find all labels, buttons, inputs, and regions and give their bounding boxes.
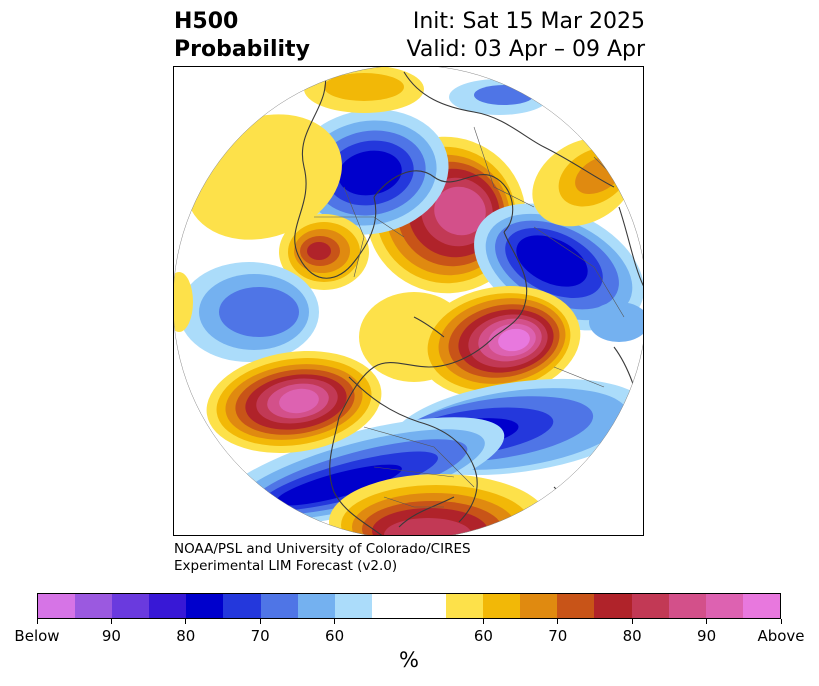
colorbar-below-segment xyxy=(334,594,372,618)
title-variable: H500 xyxy=(174,9,239,34)
colorbar-above-segment xyxy=(742,594,780,618)
colorbar-tick-label: Above xyxy=(757,627,805,645)
colorbar-above-segment xyxy=(668,594,706,618)
colorbar-tick xyxy=(706,619,708,624)
negative-center-united-states xyxy=(213,417,505,527)
colorbar-tick xyxy=(557,619,559,624)
map-canvas xyxy=(174,67,643,535)
map-title: H500 Probability xyxy=(174,8,310,64)
colorbar-above-segment xyxy=(557,594,595,618)
shading-layer xyxy=(174,67,643,535)
data-credit: NOAA/PSL and University of Colorado/CIRE… xyxy=(174,541,471,575)
colorbar-tick-label: 60 xyxy=(473,627,493,645)
negative-edge-russia xyxy=(589,302,643,342)
colorbar-above-segment xyxy=(705,594,743,618)
colorbar-below-segment xyxy=(223,594,261,618)
colorbar-tick xyxy=(185,619,187,624)
valid-date: Valid: 03 Apr – 09 Apr xyxy=(406,37,646,62)
colorbar-above-segment xyxy=(631,594,669,618)
colorbar-tick-label: 80 xyxy=(622,627,642,645)
colorbar-unit: % xyxy=(399,648,419,672)
credit-line-2: Experimental LIM Forecast (v2.0) xyxy=(174,558,398,574)
negative-center-atlantic xyxy=(174,262,319,362)
colorbar-tick-label: 80 xyxy=(176,627,196,645)
colorbar-below-segment xyxy=(260,594,298,618)
title-field: Probability xyxy=(174,37,310,62)
colorbar-tick xyxy=(259,619,261,624)
colorbar-tick xyxy=(482,619,484,624)
colorbar-tick xyxy=(631,619,633,624)
colorbar-above-segment xyxy=(446,594,484,618)
probability-map xyxy=(173,66,644,536)
colorbar-tick-label: 90 xyxy=(101,627,121,645)
colorbar-tick-label: 70 xyxy=(548,627,568,645)
positive-center-gulf-of-mexico xyxy=(329,474,549,535)
colorbar-below-segment xyxy=(297,594,335,618)
forecast-dates: Init: Sat 15 Mar 2025 Valid: 03 Apr – 09… xyxy=(407,8,646,64)
positive-center-siberia xyxy=(417,285,581,399)
colorbar-below-segment xyxy=(149,594,187,618)
colorbar-tick xyxy=(36,619,38,624)
colorbar-tick-label: 90 xyxy=(697,627,717,645)
colorbar-below-segment xyxy=(186,594,224,618)
colorbar-below-segment xyxy=(75,594,113,618)
colorbar-below-segment xyxy=(38,594,76,618)
colorbar-tick-label: Below xyxy=(14,627,60,645)
colorbar-tick-label: 70 xyxy=(250,627,270,645)
colorbar-tick xyxy=(110,619,112,624)
colorbar-tick-label: 60 xyxy=(325,627,345,645)
probability-colorbar xyxy=(37,593,781,619)
colorbar-above-segment xyxy=(520,594,558,618)
colorbar-tick xyxy=(780,619,782,624)
positive-center-northern-europe xyxy=(279,214,369,290)
colorbar-neutral-segment xyxy=(371,594,447,618)
credit-line-1: NOAA/PSL and University of Colorado/CIRE… xyxy=(174,541,471,557)
colorbar-above-segment xyxy=(483,594,521,618)
colorbar-tick xyxy=(334,619,336,624)
coastlines xyxy=(294,67,643,535)
colorbar-above-segment xyxy=(594,594,632,618)
init-date: Init: Sat 15 Mar 2025 xyxy=(412,9,645,34)
colorbar-below-segment xyxy=(112,594,150,618)
positive-center-north-pacific xyxy=(206,350,382,454)
